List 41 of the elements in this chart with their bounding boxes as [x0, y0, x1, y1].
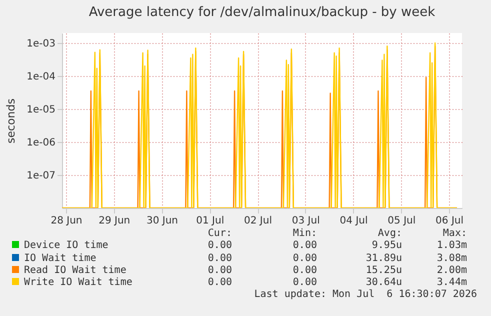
text: 0.00: [292, 264, 317, 278]
x-tick-label: 01 Jul: [196, 216, 224, 226]
text: 0.00: [206, 252, 232, 265]
text: 0.00: [292, 277, 317, 289]
chart-title: Average latency for /dev/almalinux/backup - by week: [88, 5, 436, 20]
y-axis-title: seconds: [4, 98, 18, 144]
text: 30.64u: [364, 277, 402, 289]
text: Avg:: [376, 228, 402, 240]
y-tick-label: 1e-06: [26, 137, 56, 148]
y-tick-label: 1e-04: [26, 71, 56, 82]
text: 3.08m: [436, 252, 467, 265]
y-tick-label: 1e-03: [26, 38, 56, 50]
x-tick-label: 03 Jul: [292, 216, 320, 226]
text: 0.00: [206, 264, 232, 278]
text: 3.44m: [436, 277, 467, 290]
x-tick-label: 29 Jun: [98, 216, 130, 226]
x-tick-label: 06 Jul: [436, 216, 464, 226]
x-tick-label: 28 Jun: [50, 216, 82, 226]
text: Max:: [442, 228, 467, 240]
x-tick-label: 05 Jul: [388, 216, 416, 226]
text: 1.03m: [436, 240, 467, 253]
x-tick-label: 30 Jun: [146, 216, 178, 226]
legend-label: Read IO Wait time: [23, 264, 128, 277]
legend-label: Device IO time: [23, 240, 110, 253]
text: Cur:: [206, 228, 232, 240]
text: 0.00: [292, 240, 317, 253]
legend-label: Write IO Wait time: [23, 277, 134, 290]
text: 31.89u: [364, 252, 402, 265]
legend-label: IO Wait time: [23, 252, 98, 265]
text: Last update: Mon Jul 6 16:30:07 2026: [254, 289, 477, 300]
text: 0.00: [206, 277, 232, 290]
y-tick-label: 1e-07: [26, 170, 56, 182]
text: 0.00: [292, 252, 317, 265]
x-tick-label: 02 Jul: [244, 216, 272, 226]
text: 15.25u: [364, 264, 402, 278]
x-tick-label: 04 Jul: [340, 216, 368, 226]
text: Min:: [292, 228, 317, 240]
y-tick-label: 1e-05: [26, 104, 56, 116]
text: 0.00: [206, 240, 232, 253]
text: 2.00m: [436, 264, 467, 278]
text: 9.95u: [370, 240, 402, 253]
